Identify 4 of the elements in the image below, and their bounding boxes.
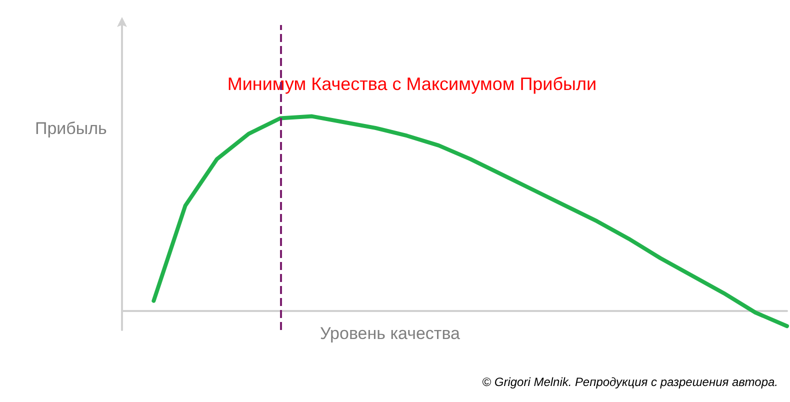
x-axis-title: Уровень качества (320, 324, 461, 343)
y-axis-title: Прибыль (35, 119, 108, 138)
text: Минимум Качества с Максимумом Прибыли (227, 74, 597, 94)
text: © Grigori Melnik. Репродукция с разрешения автора. (482, 375, 778, 389)
